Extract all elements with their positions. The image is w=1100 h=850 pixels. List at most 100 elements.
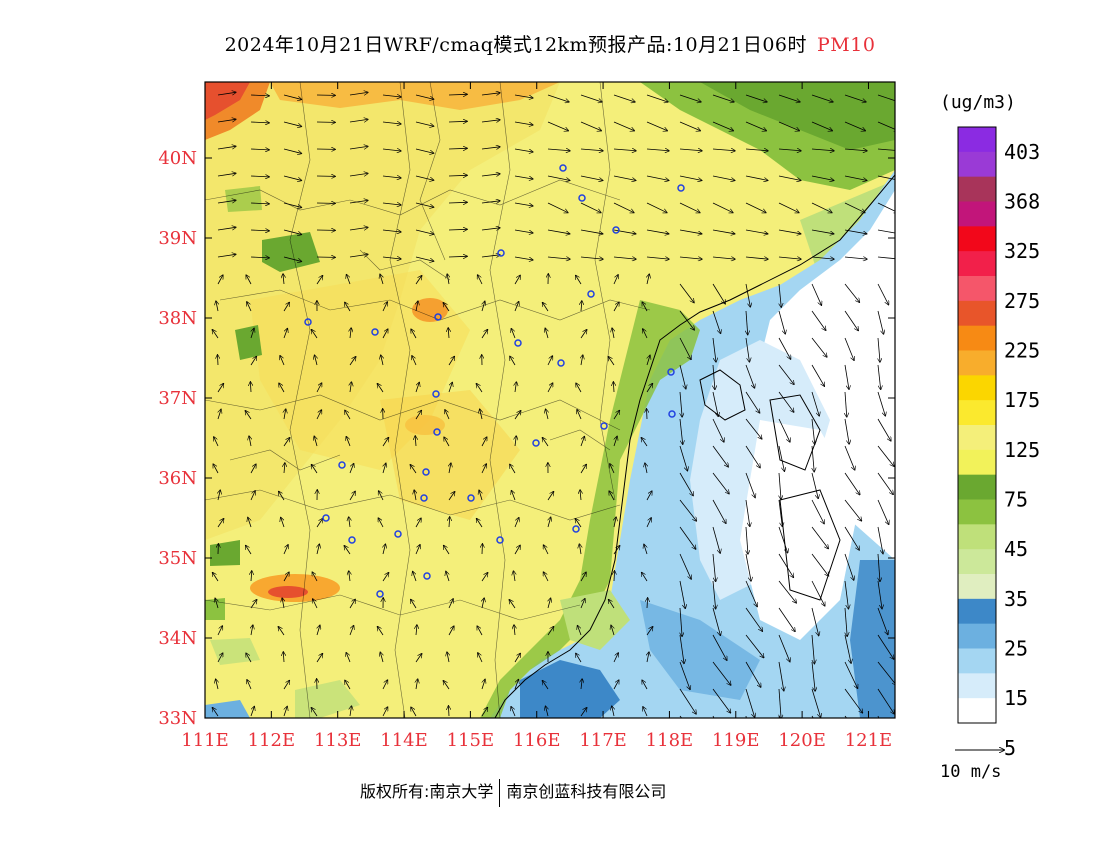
wind-arrow — [250, 357, 256, 366]
wind-arrow — [345, 680, 351, 690]
wind-arrow — [679, 364, 686, 389]
wind-arrow — [250, 464, 256, 474]
wind-arrow — [877, 688, 894, 714]
wind-arrow — [778, 364, 794, 384]
wind-arrow — [613, 257, 636, 259]
wind-arrow — [679, 229, 702, 234]
wind-arrow — [745, 337, 749, 362]
wind-arrow — [679, 688, 696, 714]
title-text: 2024年10月21日WRF/cmaq模式12km预报产品:10月21日06时 — [224, 34, 807, 56]
wind-arrow — [679, 121, 700, 131]
wind-arrow — [613, 382, 614, 393]
wind-arrow — [641, 438, 648, 447]
wind-arrow — [745, 634, 764, 658]
wind-arrow — [877, 175, 895, 180]
wind-arrow — [646, 257, 669, 259]
wind-arrow — [811, 418, 815, 444]
wind-arrow — [447, 274, 449, 285]
wind-arrow — [579, 544, 581, 555]
wind-arrow — [811, 149, 834, 151]
wind-arrow — [247, 680, 252, 690]
wind-arrow — [312, 465, 318, 474]
colorbar-frame — [957, 126, 997, 724]
wind-arrow — [745, 472, 755, 498]
wind-arrow — [778, 229, 801, 234]
wind-arrow — [680, 607, 682, 636]
wind-arrow — [217, 626, 222, 636]
wind-arrow — [844, 283, 859, 302]
wind-arrow — [250, 382, 251, 393]
colorbar-segment — [958, 524, 996, 550]
wind-arrow — [448, 599, 453, 609]
wind-arrow — [811, 553, 829, 576]
colorbar-label: 75 — [1004, 488, 1028, 512]
wind-arrow — [745, 202, 766, 213]
wind-arrow — [481, 174, 500, 176]
wind-arrow — [448, 626, 454, 636]
wind-arrow — [217, 355, 218, 366]
wind-arrow — [346, 275, 351, 285]
wind-arrow — [679, 337, 691, 359]
colorbar-segment — [958, 375, 996, 401]
wind-arrow — [217, 227, 236, 231]
wind-arrow — [514, 175, 533, 179]
wind-arrow — [580, 437, 584, 447]
wind-arrow — [513, 571, 515, 582]
wind-arrow — [448, 148, 467, 149]
wind-arrow — [313, 599, 318, 609]
city-marker — [434, 313, 442, 321]
wind-arrow — [377, 384, 384, 393]
wind-arrow — [283, 202, 301, 207]
wind-arrow — [282, 598, 284, 609]
wind-arrow — [712, 175, 735, 180]
city-marker — [338, 461, 346, 469]
wind-arrow — [514, 545, 520, 555]
wind-arrow — [250, 707, 254, 717]
wind-arrow — [478, 653, 483, 663]
wind-arrow — [383, 463, 386, 474]
wind-arrow — [811, 121, 832, 131]
wind-arrow — [878, 337, 880, 362]
wind-arrow — [745, 661, 761, 687]
wind-arrow — [448, 94, 467, 95]
wind-arrow — [315, 355, 317, 366]
lon-tick-label: 117E — [579, 730, 627, 751]
wind-arrow — [646, 149, 669, 151]
wind-arrow — [646, 491, 652, 501]
wind-arrow — [877, 256, 895, 260]
wind-arrow — [316, 383, 322, 393]
wind-arrow — [608, 357, 615, 366]
wind-arrow — [482, 679, 485, 690]
wind-arrow — [844, 257, 867, 259]
wind-arrow — [778, 257, 801, 259]
wind-arrow — [514, 518, 519, 528]
wind-arrow — [811, 580, 825, 606]
wind-arrow — [745, 580, 757, 606]
wind-arrow — [613, 546, 620, 555]
wind-arrow — [213, 573, 219, 582]
wind-arrow — [316, 410, 321, 420]
wind-arrow — [443, 681, 450, 690]
wind-arrow — [712, 94, 734, 102]
wind-arrow — [614, 571, 615, 582]
wind-arrow — [250, 122, 269, 123]
lon-tick-label: 120E — [778, 730, 826, 751]
wind-arrow — [712, 310, 721, 333]
wind-arrow — [811, 364, 824, 386]
city-marker — [322, 514, 330, 522]
wind-arrow — [877, 283, 889, 305]
wind-arrow — [844, 418, 849, 444]
wind-arrow — [877, 94, 895, 102]
wind-arrow — [248, 518, 252, 528]
wind-vectors — [212, 92, 895, 718]
wind-arrow — [478, 275, 483, 285]
wind-arrow — [544, 545, 549, 555]
wind-arrow — [217, 519, 224, 528]
wind-arrow — [378, 627, 384, 636]
wind-arrow — [712, 257, 735, 259]
wind-arrow — [778, 499, 782, 526]
colorbar-segment — [958, 623, 996, 649]
wind-arrow — [346, 437, 351, 447]
wind-arrow — [745, 175, 768, 180]
wind-arrow — [844, 175, 867, 180]
